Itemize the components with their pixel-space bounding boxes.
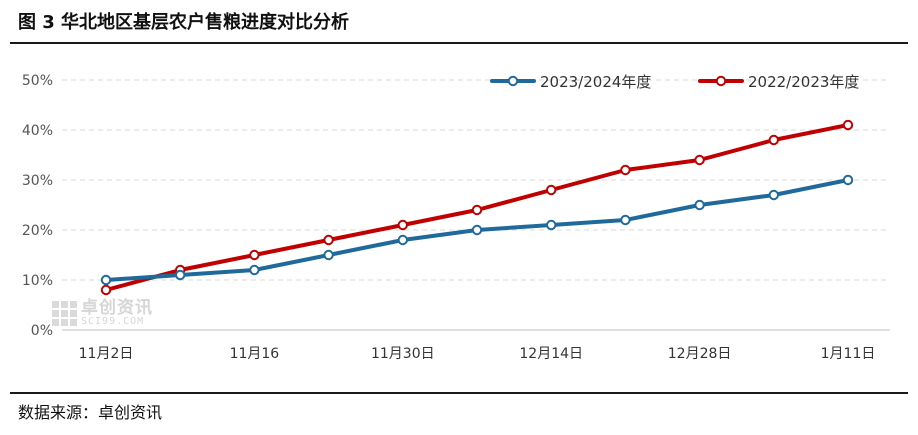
legend-swatch-marker: [715, 75, 727, 87]
data-point: [768, 189, 779, 201]
y-tick-label: 10%: [22, 273, 53, 289]
data-point: [323, 234, 334, 246]
data-point: [249, 249, 260, 261]
top-rule: [10, 42, 908, 44]
x-tick-label: 12月14日: [519, 346, 583, 362]
watermark-logo-icon: [52, 301, 77, 326]
figure-title: 图 3 华北地区基层农户售粮进度对比分析: [18, 12, 350, 33]
data-point: [620, 164, 631, 176]
data-point: [100, 284, 112, 296]
data-point: [842, 174, 854, 186]
legend-swatch-marker: [507, 75, 519, 87]
data-point: [397, 219, 408, 231]
data-point: [471, 204, 483, 216]
bottom-rule: [10, 392, 908, 394]
legend-label: 2023/2024年度: [540, 73, 651, 91]
y-tick-label: 30%: [22, 173, 53, 189]
source-note: 数据来源：卓创资讯: [18, 403, 163, 422]
data-point: [694, 154, 705, 166]
data-point: [175, 269, 186, 281]
data-point: [842, 119, 854, 131]
x-tick-label: 11月30日: [371, 346, 435, 362]
data-point: [620, 214, 631, 226]
y-tick-label: 50%: [22, 73, 53, 89]
data-point: [471, 224, 483, 236]
data-point: [546, 219, 557, 231]
watermark-cn-text: 卓创资讯: [81, 298, 153, 318]
y-tick-label: 40%: [22, 123, 53, 139]
x-tick-label: 12月28日: [668, 346, 732, 362]
data-point: [323, 249, 334, 261]
x-tick-label: 1月11日: [821, 346, 876, 362]
data-point: [397, 234, 408, 246]
data-point: [694, 199, 705, 211]
x-tick-label: 11月2日: [79, 346, 134, 362]
y-tick-label: 0%: [31, 323, 53, 339]
data-point: [768, 134, 779, 146]
data-point: [100, 274, 112, 286]
watermark: 卓创资讯 SCI99.COM: [52, 300, 153, 327]
y-tick-label: 20%: [22, 223, 53, 239]
watermark-en-text: SCI99.COM: [81, 316, 145, 327]
x-tick-label: 11月16: [230, 346, 280, 362]
legend-label: 2022/2023年度: [748, 73, 859, 91]
data-point: [249, 264, 260, 276]
data-point: [546, 184, 557, 196]
